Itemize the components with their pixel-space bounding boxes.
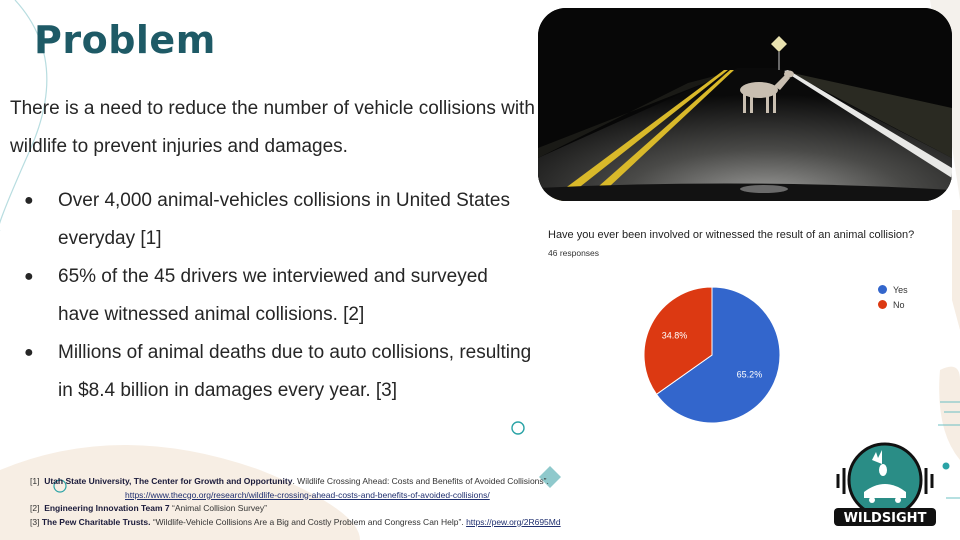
bullet-dot-icon: ● — [24, 268, 34, 285]
reference-3: [3] The Pew Charitable Trusts. “Wildlife… — [30, 516, 561, 527]
survey-response-count: 46 responses — [548, 248, 600, 258]
pie-label-yes: 65.2% — [737, 369, 763, 379]
reference-3-link[interactable]: https://pew.org/2R695Md — [466, 516, 561, 527]
pie-slice-no — [643, 286, 713, 395]
pie-chart: 65.2% 34.8% — [643, 286, 781, 424]
legend-swatch-no — [878, 300, 887, 309]
bullet-dot-icon: ● — [24, 192, 34, 209]
list-item: ● Millions of animal deaths due to auto c… — [24, 334, 534, 410]
list-item: ● 65% of the 45 drivers we interviewed an… — [24, 258, 534, 334]
legend-item-no: No — [878, 297, 908, 312]
legend-item-yes: Yes — [878, 282, 908, 297]
reference-1: [1] Utah State University, The Center fo… — [30, 476, 549, 486]
legend-swatch-yes — [878, 285, 887, 294]
logo-wordmark: WILDSIGHT — [844, 511, 927, 526]
references: [1] Utah State University, The Center fo… — [30, 475, 730, 529]
pie-label-no: 34.8% — [662, 331, 688, 341]
reference-1-link[interactable]: https://www.thecgo.org/research/wildlife… — [125, 489, 490, 500]
wildsight-logo: WILDSIGHT — [826, 440, 944, 530]
chart-legend: Yes No — [878, 282, 908, 312]
bullet-dot-icon: ● — [24, 344, 34, 361]
page-title: Problem — [34, 18, 216, 62]
intro-text: There is a need to reduce the number of … — [10, 98, 535, 157]
list-item: ● Over 4,000 animal-vehicles collisions i… — [24, 182, 534, 258]
pie-slice-yes — [655, 286, 781, 424]
reference-2: [2] Engineering Innovation Team 7 “Anima… — [30, 503, 267, 513]
deer-on-road-photo — [538, 8, 952, 201]
bullet-list: ● Over 4,000 animal-vehicles collisions i… — [24, 182, 534, 410]
survey-question: Have you ever been involved or witnessed… — [548, 229, 915, 241]
